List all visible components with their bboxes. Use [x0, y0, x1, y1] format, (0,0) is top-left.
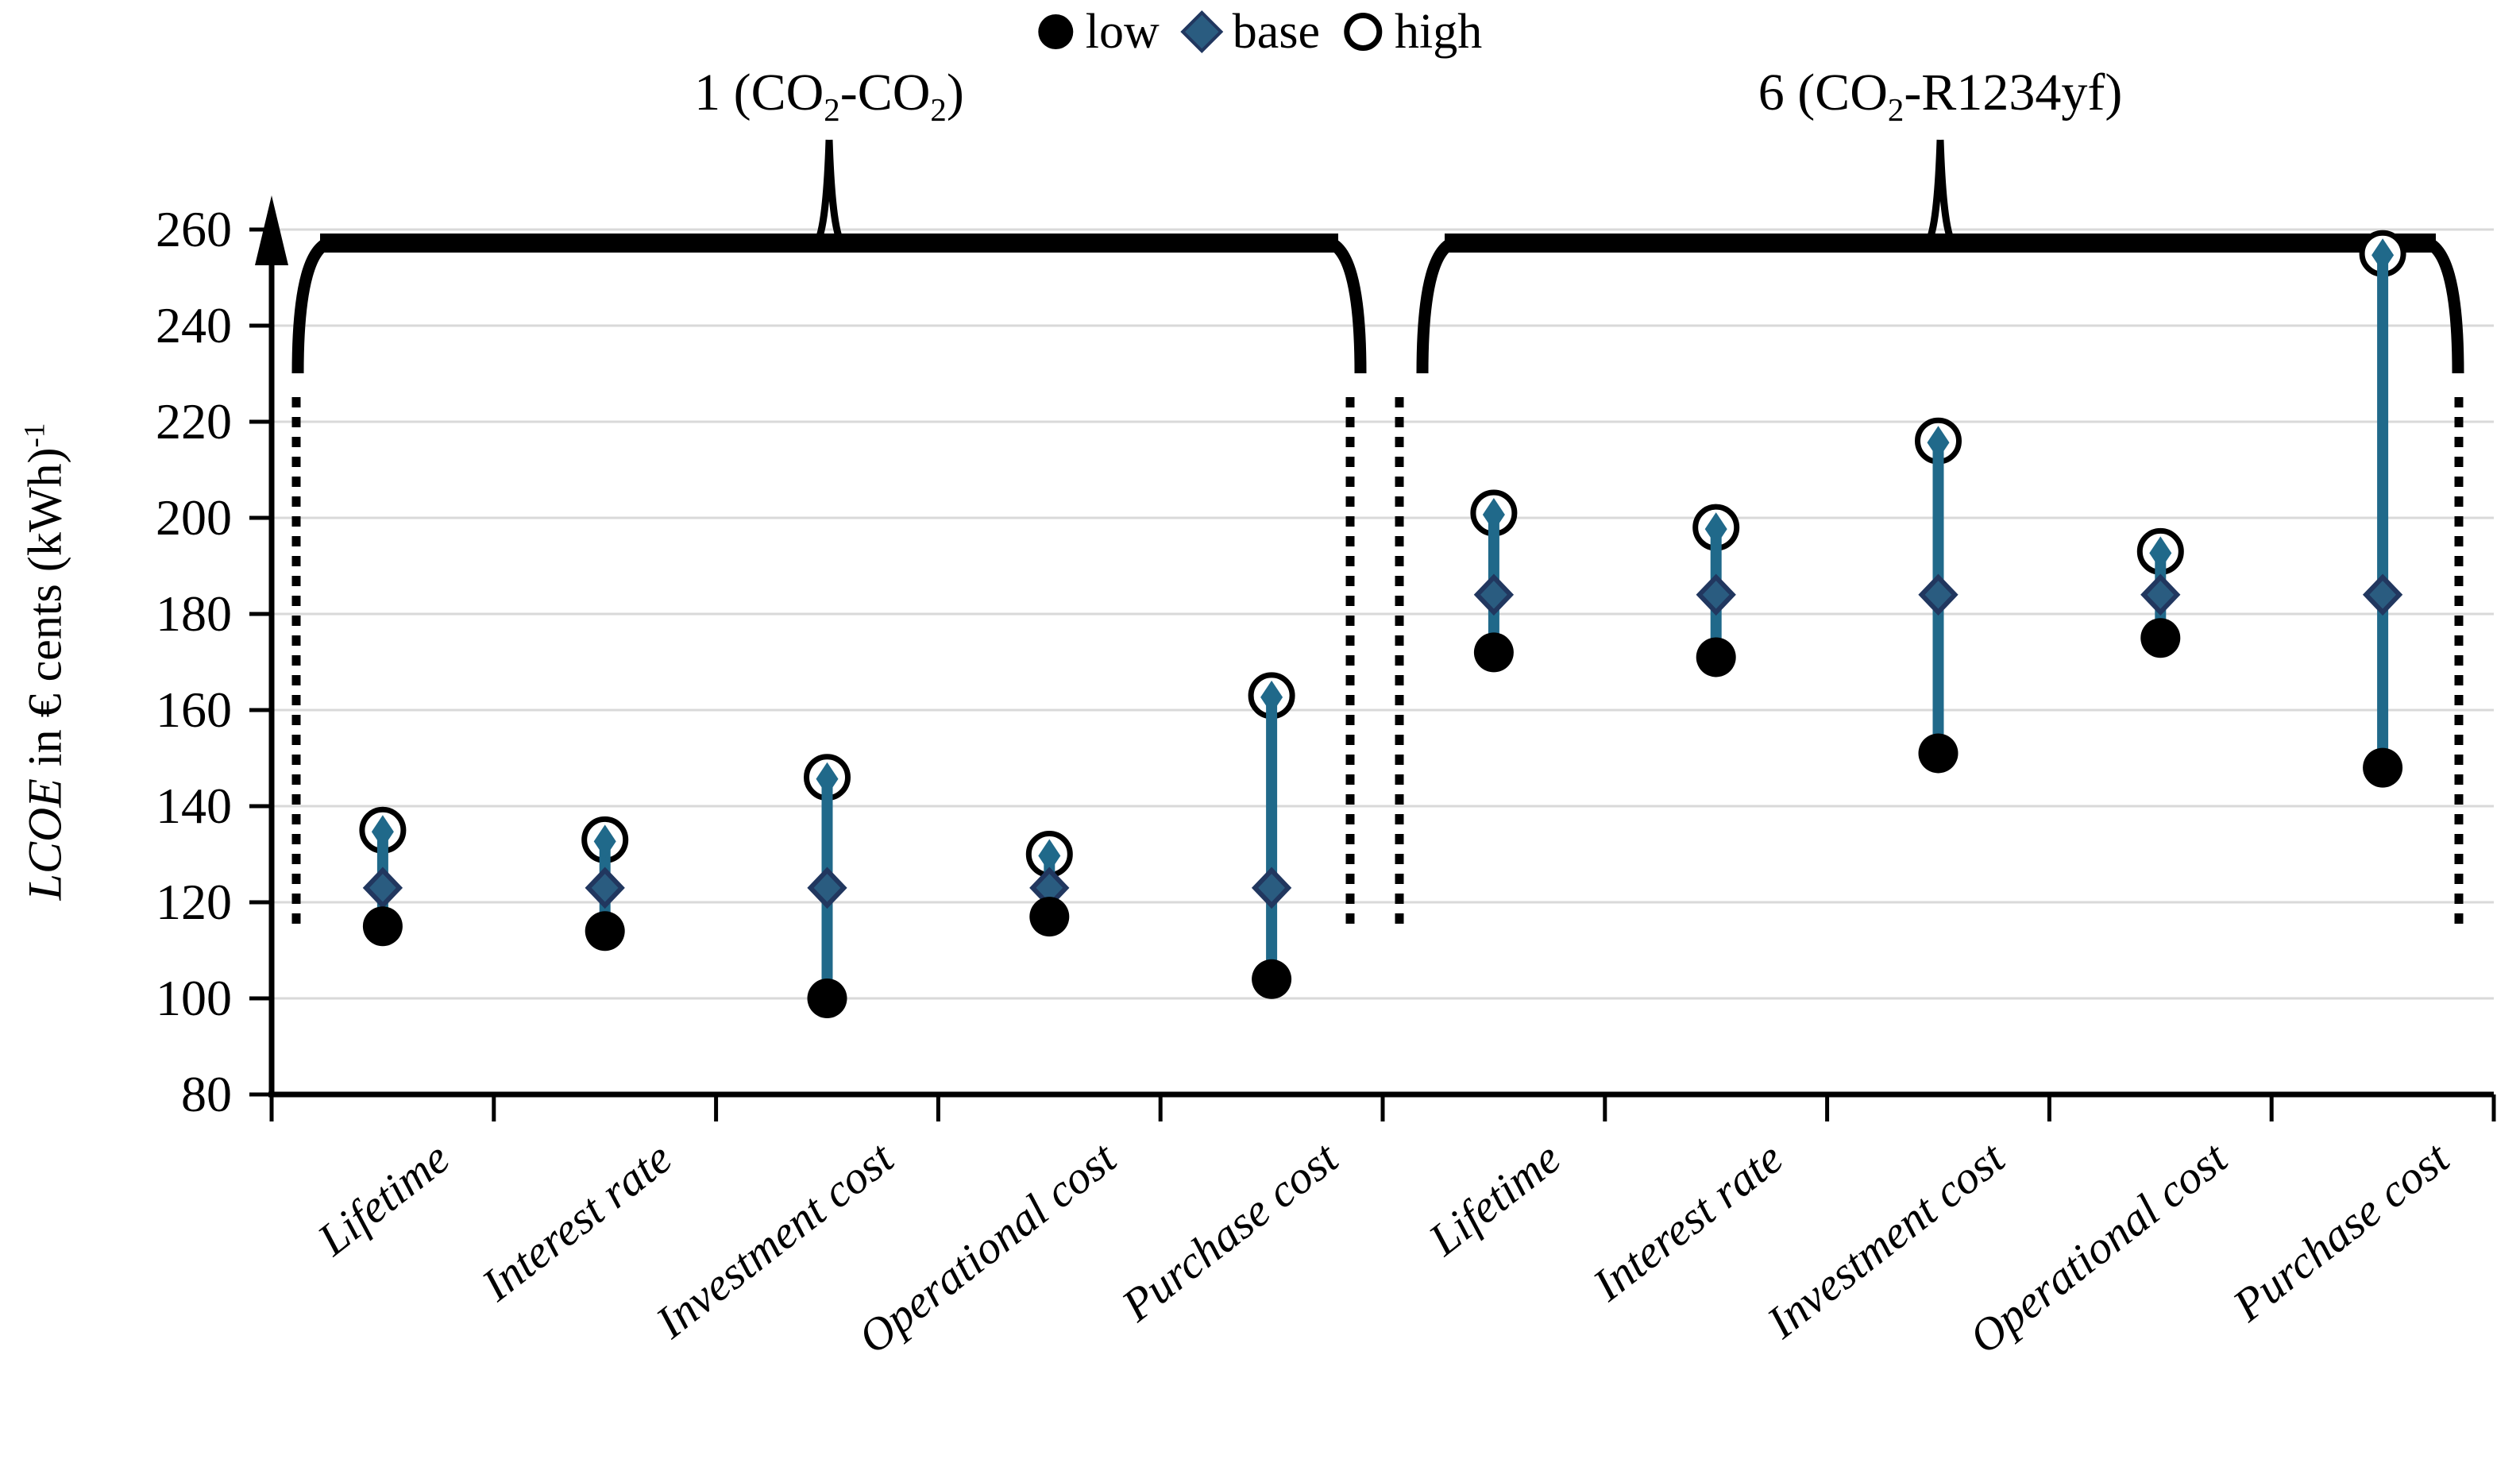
low-marker: [362, 906, 403, 947]
base-marker: [1918, 573, 1958, 616]
y-axis-tick-label: 260: [156, 201, 232, 257]
base-marker: [2140, 573, 2181, 616]
low-marker: [1473, 632, 1514, 673]
y-axis-tick-label: 100: [156, 970, 232, 1026]
group-label-co2-co2: 1 (CO2-CO2): [694, 67, 964, 127]
group-brace-end: [2420, 235, 2464, 374]
group-label-text: 6 (CO: [1758, 64, 1888, 122]
y-axis-tick-label: 160: [156, 681, 232, 738]
low-marker: [807, 979, 847, 1018]
range-line-arrow-tip: [593, 824, 616, 859]
y-axis-tick-label: 180: [156, 585, 232, 642]
subscript: 2: [1887, 92, 1904, 129]
range-line-arrow-tip: [1482, 497, 1505, 531]
legend-item-base: base: [1179, 5, 1320, 59]
group-label-text: ): [2105, 64, 2123, 122]
base-marker: [1696, 573, 1736, 616]
range-line-arrow-tip: [2149, 536, 2172, 570]
base-marker: [2362, 573, 2403, 616]
base-marker: [1473, 573, 1515, 616]
group-label-text: -R1234yf: [1904, 64, 2105, 122]
range-line-arrow-tip: [2371, 238, 2395, 272]
base-marker: [362, 867, 403, 909]
y-axis-tick-label: 140: [156, 778, 232, 834]
y-axis-tick-label: 80: [181, 1066, 232, 1122]
range-line-arrow-tip: [1260, 680, 1283, 714]
range-line-arrow-tip: [371, 815, 394, 849]
group-label-text: 1 (CO: [694, 64, 824, 122]
low-marker: [1252, 959, 1292, 999]
low-marker: [2140, 618, 2181, 658]
group-brace-nub: [1936, 139, 1958, 249]
group-brace-nub: [825, 139, 847, 249]
range-line-arrow-tip: [1038, 839, 1061, 873]
low-marker: [2363, 747, 2403, 788]
y-axis-tick-label: 220: [156, 393, 232, 450]
y-axis-tick-label: 120: [156, 874, 232, 930]
y-axis-tick-label: 240: [156, 297, 232, 353]
low-marker: [1918, 733, 1958, 774]
legend-item-low: low: [1037, 5, 1160, 59]
legend-label-base: base: [1232, 5, 1320, 59]
y-axis-tick-label: 200: [156, 489, 232, 546]
group-label-text: -CO: [839, 64, 931, 122]
base-marker: [585, 867, 625, 909]
base-marker: [807, 867, 847, 909]
range-line-arrow-tip: [816, 762, 839, 796]
low-marker: [1029, 897, 1070, 937]
legend-label-low: low: [1085, 5, 1160, 59]
range-line-arrow-tip: [1927, 426, 1950, 460]
range-line-arrow-tip: [1704, 512, 1727, 546]
group-label-co2-r1234yf: 6 (CO2-R1234yf): [1758, 67, 2123, 127]
legend-label-high: high: [1394, 5, 1483, 59]
chart-legend: low base high: [1037, 2, 1483, 62]
group-brace-end: [291, 235, 336, 374]
group-brace-end: [1416, 235, 1461, 374]
group-brace-end: [1322, 235, 1367, 374]
legend-item-high: high: [1343, 5, 1483, 59]
subscript: 2: [930, 92, 947, 129]
low-marker: [1696, 637, 1736, 677]
filled-circle-icon: [1037, 14, 1073, 49]
open-circle-icon: [1343, 13, 1382, 51]
low-marker: [585, 911, 625, 952]
base-marker: [1251, 867, 1292, 909]
subscript: 2: [824, 92, 840, 129]
group-label-text: ): [946, 64, 964, 122]
